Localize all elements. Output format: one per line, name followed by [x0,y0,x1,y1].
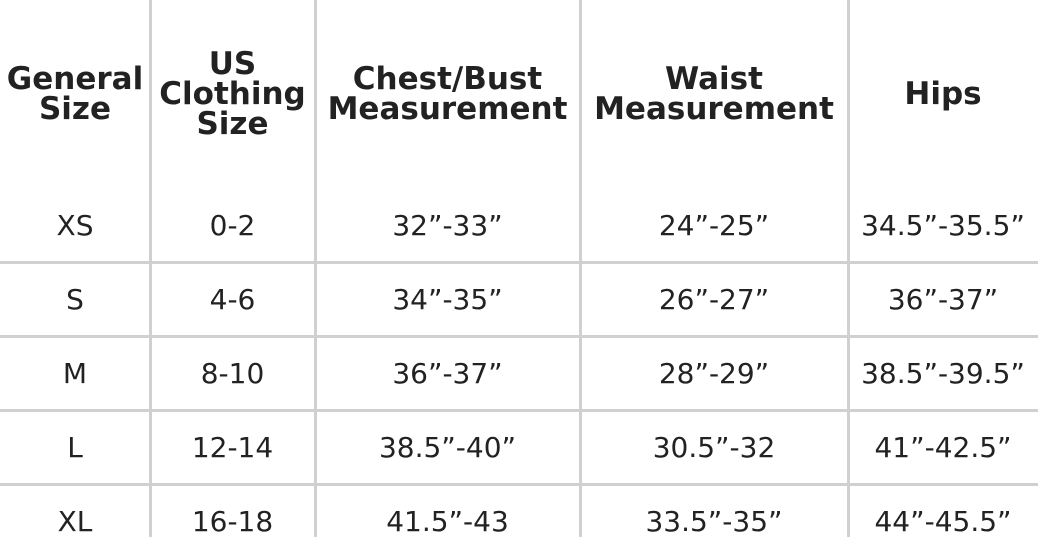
header-cell: General Size [6,61,144,127]
table-cell: L [67,430,83,464]
header-cell: Chest/Bust Measurement [327,61,568,127]
header-cell: Waist Measurement [594,61,834,127]
table-cell: 34”-35” [392,282,503,316]
row-divider [0,335,1038,338]
table-cell: XL [57,504,93,537]
table-cell: 38.5”-39.5” [861,356,1025,390]
table-cell: 12-14 [191,430,274,464]
row-divider [0,409,1038,412]
table-cell: 44”-45.5” [874,504,1012,537]
table-cell: 16-18 [191,504,274,537]
table-cell: XS [56,208,94,242]
table-cell: 24”-25” [658,208,770,242]
table-cell: 41”-42.5” [874,430,1012,464]
table-cell: 30.5”-32 [652,430,776,464]
header-cell: Hips [904,76,982,112]
table-cell: 41.5”-43 [386,504,509,537]
column-divider [847,0,850,537]
table-cell: 28”-29” [658,356,770,390]
table-cell: 36”-37” [392,356,503,390]
column-divider [149,0,152,537]
table-cell: 36”-37” [887,282,999,316]
column-divider [314,0,317,537]
table-cell: 4-6 [209,282,256,316]
table-cell: S [66,282,84,316]
table-cell: 38.5”-40” [378,430,517,464]
table-cell: 33.5”-35” [645,504,783,537]
column-divider [579,0,582,537]
table-cell: 34.5”-35.5” [861,208,1025,242]
row-divider [0,261,1038,264]
table-cell: 0-2 [209,208,256,242]
row-divider [0,483,1038,486]
table-cell: 8-10 [200,356,265,390]
header-cell: US Clothing Size [159,46,306,142]
table-cell: M [62,356,88,390]
table-cell: 32”-33” [392,208,503,242]
table-cell: 26”-27” [658,282,770,316]
